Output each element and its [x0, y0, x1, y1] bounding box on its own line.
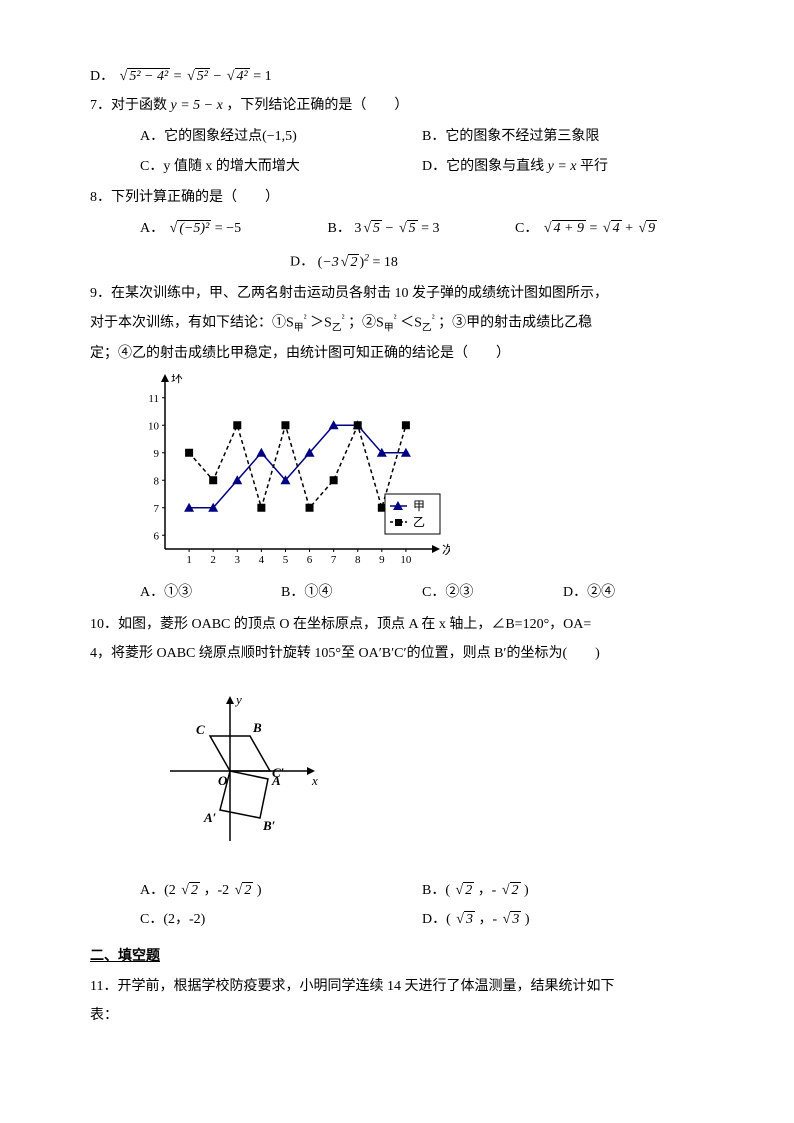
q9-line1: 9．在某次训练中，甲、乙两名射击运动员各射击 10 发子弹的成绩统计图如图所示，: [90, 281, 704, 306]
svg-text:8: 8: [355, 554, 361, 566]
q9-option-a: A．①③: [140, 580, 281, 605]
q9-line2: 对于本次训练，有如下结论：①S甲² ＞S乙² ；②S甲² ＜S乙² ；③甲的射击…: [90, 310, 704, 337]
q10-option-a: A．(2 2 ，-2 2 ): [140, 878, 422, 903]
svg-text:次: 次: [442, 543, 450, 557]
q7-option-a: A．它的图象经过点(−1,5): [140, 124, 422, 149]
svg-text:2: 2: [210, 554, 216, 566]
q9-option-d: D．②④: [563, 580, 704, 605]
q8-option-c: C． 4 + 9 = 4 + 9: [515, 216, 704, 241]
q8-option-a: A． (−5)² = −5: [140, 216, 298, 241]
svg-text:6: 6: [307, 554, 313, 566]
svg-text:B: B: [252, 720, 262, 735]
q11-line2: 表：: [90, 1003, 704, 1028]
q7-option-c: C．y 值随 x 的增大而增大: [140, 154, 422, 179]
q8-stem: 8．下列计算正确的是（ ）: [90, 185, 704, 210]
svg-text:11: 11: [148, 393, 159, 405]
svg-text:y: y: [234, 692, 242, 707]
svg-text:A′: A′: [203, 810, 217, 825]
svg-text:1: 1: [186, 554, 192, 566]
q10-option-d: D．( 3 ，- 3 ): [422, 907, 704, 932]
svg-text:乙: 乙: [413, 515, 425, 529]
prev-option-d: D． 5² − 4² = 5² − 4² = 1: [90, 64, 704, 89]
svg-text:B′: B′: [262, 818, 276, 833]
svg-text:环: 环: [171, 374, 183, 385]
q7-formula: y = 5 − x: [171, 98, 223, 113]
q9-chart: 6789101112345678910次环甲乙: [130, 374, 704, 574]
svg-text:7: 7: [331, 554, 337, 566]
q9-option-c: C．②③: [422, 580, 563, 605]
q10-option-b: B．( 2 ，- 2 ): [422, 878, 704, 903]
svg-text:10: 10: [400, 554, 412, 566]
formula-d: 5² − 4² = 5² − 4² = 1: [118, 69, 272, 84]
svg-text:O: O: [218, 773, 228, 788]
q9-line3: 定；④乙的射击成绩比甲稳定，由统计图可知正确的结论是（ ）: [90, 341, 704, 366]
svg-text:C: C: [196, 722, 205, 737]
svg-text:7: 7: [154, 503, 160, 515]
svg-text:C′: C′: [272, 765, 285, 780]
q7-stem: 7．对于函数 y = 5 − x ，下列结论正确的是（ ）: [90, 93, 704, 118]
svg-text:9: 9: [379, 554, 385, 566]
svg-text:甲: 甲: [413, 499, 425, 513]
svg-text:8: 8: [154, 476, 160, 488]
q9-option-b: B．①④: [281, 580, 422, 605]
svg-text:9: 9: [154, 448, 160, 460]
q7-option-b: B．它的图象不经过第三象限: [422, 124, 704, 149]
q7-option-d: D．它的图象与直线 y = x 平行: [422, 154, 704, 179]
q10-figure: OABCA′B′C′xy: [150, 686, 704, 856]
svg-text:4: 4: [259, 554, 265, 566]
svg-text:6: 6: [154, 531, 160, 543]
q11-line1: 11．开学前，根据学校防疫要求，小明同学连续 14 天进行了体温测量，结果统计如…: [90, 974, 704, 999]
section-2-title: 二、填空题: [90, 944, 704, 969]
svg-text:5: 5: [283, 554, 289, 566]
svg-text:x: x: [311, 773, 318, 788]
q10-line1: 10．如图，菱形 OABC 的顶点 O 在坐标原点，顶点 A 在 x 轴上，∠B…: [90, 612, 704, 637]
svg-text:10: 10: [148, 421, 160, 433]
q8-option-b: B． 35 − 5 = 3: [328, 216, 486, 241]
q8-option-d: D． (−32)2 = 18: [290, 249, 398, 275]
label-d: D．: [90, 69, 114, 84]
svg-text:3: 3: [235, 554, 241, 566]
q10-line2: 4，将菱形 OABC 绕原点顺时针旋转 105°至 OA′B′C′的位置，则点 …: [90, 641, 704, 666]
q10-option-c: C．(2，-2): [140, 907, 422, 932]
